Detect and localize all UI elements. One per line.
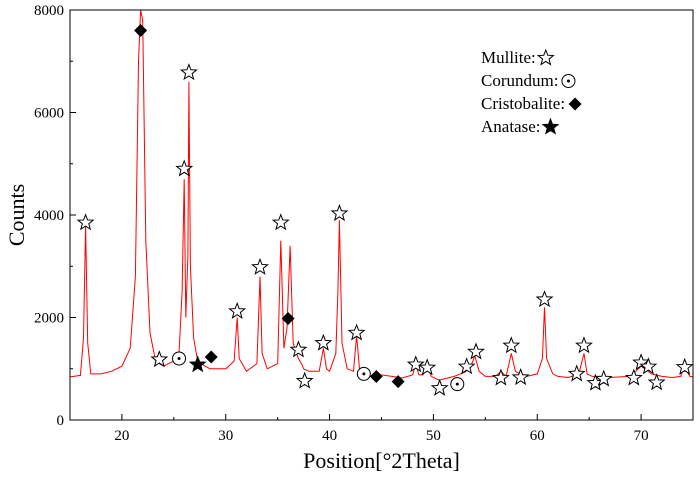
peak-marker-star-outline	[228, 301, 247, 319]
peak-marker-star-outline	[639, 357, 658, 375]
peak-marker-star-outline	[575, 336, 593, 354]
peak-marker-star-outline	[175, 159, 194, 177]
circle-dot-center	[177, 357, 181, 360]
peak-marker-star-outline	[314, 333, 333, 351]
peak-marker-diamond	[369, 369, 383, 383]
peak-marker-diamond	[281, 312, 295, 326]
x-tick-label: 30	[218, 428, 233, 444]
peak-marker-star-outline	[76, 213, 95, 231]
x-tick-label: 40	[322, 428, 337, 444]
peak-marker-star-outline	[406, 355, 425, 373]
y-tick-label: 8000	[34, 3, 64, 19]
peak-marker-circle-dot	[450, 377, 465, 392]
peak-marker-star-outline	[567, 364, 586, 382]
peak-marker-star-outline	[430, 378, 449, 396]
peak-marker-star-outline	[594, 369, 613, 387]
peak-marker-star-outline	[347, 323, 366, 341]
peak-marker-star-outline	[511, 368, 530, 386]
legend-marker-diamond	[568, 97, 582, 111]
legend-label: Anatase:	[481, 117, 540, 136]
x-axis-title: Position[°2Theta]	[303, 448, 460, 473]
peak-marker-circle-dot	[172, 351, 187, 366]
peak-marker-star-outline	[535, 290, 554, 308]
legend-label: Cristobalite:	[481, 94, 565, 113]
peak-marker-star-outline	[467, 342, 485, 360]
peak-marker-star-outline	[457, 357, 476, 375]
x-tick-label: 60	[530, 428, 545, 444]
y-tick-label: 4000	[34, 208, 64, 224]
circle-dot-center	[566, 79, 570, 83]
x-tick-label: 50	[426, 428, 441, 444]
peak-marker-diamond	[391, 375, 405, 389]
peak-marker-star-outline	[418, 358, 437, 376]
peak-marker-circle-dot	[356, 366, 371, 381]
circle-dot-center	[362, 372, 366, 376]
peak-marker-star-outline	[491, 368, 510, 386]
circle-dot-center	[455, 382, 459, 386]
y-tick-label: 0	[57, 413, 65, 429]
peak-marker-star-outline	[632, 353, 651, 371]
peak-marker-star-outline	[251, 257, 269, 275]
peak-marker-star-outline	[295, 371, 314, 389]
peak-marker-star-outline	[624, 368, 643, 386]
series-line-0	[70, 10, 693, 381]
peak-marker-star-outline	[150, 350, 169, 368]
legend: Mullite: Corundum: Cristobalite: Anatase:	[481, 48, 582, 136]
peak-marker-star-filled	[188, 355, 207, 373]
peak-marker-star-outline	[675, 357, 694, 375]
axis-ticks: 20 30 40 50 60 70 0 2000 4000 6000 8000	[34, 3, 694, 444]
peak-marker-star-outline	[179, 63, 198, 81]
plot-area	[70, 10, 693, 381]
peak-marker-diamond	[204, 350, 218, 364]
y-axis-title: Counts	[4, 184, 29, 246]
legend-marker-circle-dot	[561, 74, 576, 88]
peak-marker-star-outline	[289, 340, 308, 358]
peak-marker-star-outline	[502, 336, 521, 354]
y-tick-label: 2000	[34, 311, 64, 327]
x-tick-label: 20	[114, 428, 129, 444]
legend-marker-star-outline	[536, 48, 555, 66]
peak-marker-star-outline	[647, 373, 666, 391]
y-tick-label: 6000	[34, 106, 64, 122]
peak-marker-diamond	[134, 24, 148, 37]
peak-marker-star-outline	[271, 213, 290, 231]
peak-marker-star-outline	[330, 204, 349, 222]
peak-markers	[76, 24, 694, 396]
x-tick-label: 70	[634, 428, 649, 444]
legend-label: Corundum:	[481, 71, 558, 90]
legend-label: Mullite:	[481, 48, 536, 67]
legend-marker-star-filled	[541, 117, 560, 135]
